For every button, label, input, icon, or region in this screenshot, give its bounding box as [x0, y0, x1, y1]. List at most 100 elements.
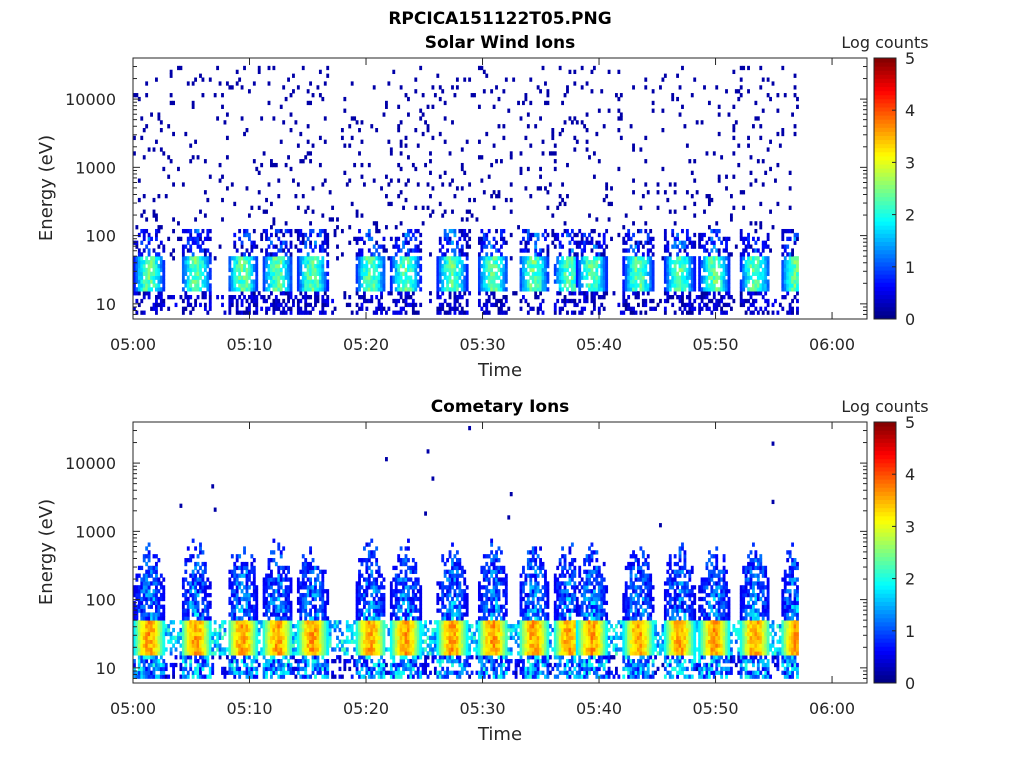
heatmap-cell [233, 581, 237, 586]
heatmap-cell [203, 561, 207, 567]
heatmap-cell [196, 263, 200, 269]
heatmap-cell [301, 310, 305, 315]
heatmap-cell [296, 232, 300, 238]
heatmap-cell [235, 651, 239, 656]
heatmap-cell [703, 260, 706, 265]
heatmap-cell [409, 248, 413, 253]
heatmap-cell [477, 291, 481, 296]
heatmap-cell [793, 295, 797, 300]
heatmap-cell [164, 647, 168, 652]
heatmap-cell [622, 260, 626, 265]
heatmap-cell [272, 65, 276, 71]
heatmap-cell [265, 209, 268, 214]
heatmap-cell [147, 624, 151, 629]
heatmap-cell [186, 287, 190, 292]
heatmap-cell [277, 275, 281, 280]
heatmap-cell [142, 647, 146, 652]
heatmap-cell [206, 236, 210, 242]
heatmap-cell [485, 260, 489, 265]
heatmap-cell [512, 291, 516, 296]
heatmap-cell [194, 287, 198, 292]
heatmap-cell [282, 592, 286, 598]
heatmap-cell [448, 182, 452, 187]
heatmap-cell [600, 275, 604, 280]
heatmap-cell [407, 112, 410, 117]
heatmap-cell [203, 608, 207, 613]
heatmap-cell [761, 287, 765, 292]
heatmap-cell [155, 217, 158, 222]
heatmap-cell [135, 573, 139, 578]
heatmap-cell [671, 295, 675, 300]
heatmap-cell [742, 236, 746, 242]
heatmap-cell [145, 627, 149, 633]
heatmap-cell [208, 639, 212, 644]
heatmap-cell [712, 228, 716, 234]
heatmap-cell [147, 616, 151, 621]
heatmap-cell [747, 267, 750, 273]
heatmap-cell [225, 81, 229, 86]
heatmap-cell [367, 162, 371, 168]
heatmap-cell [754, 271, 758, 276]
heatmap-cell [590, 240, 594, 245]
heatmap-cell [414, 287, 418, 292]
heatmap-cell [397, 162, 401, 168]
heatmap-cell [358, 236, 361, 242]
heatmap-cell [318, 275, 322, 280]
heatmap-cell [394, 244, 398, 249]
heatmap-cell [700, 275, 704, 280]
heatmap-cell [362, 298, 366, 304]
heatmap-cell [157, 302, 161, 308]
heatmap-cell [544, 287, 547, 292]
heatmap-cell [201, 279, 205, 284]
heatmap-cell [358, 252, 361, 257]
heatmap-cell [191, 600, 195, 606]
heatmap-cell [639, 279, 643, 284]
heatmap-cell [747, 65, 750, 71]
heatmap-cell [142, 608, 146, 613]
heatmap-cell [274, 670, 278, 675]
heatmap-cell [441, 213, 445, 218]
heatmap-cell [742, 302, 746, 308]
heatmap-cell [362, 271, 366, 276]
heatmap-cell [382, 275, 386, 280]
heatmap-cell [284, 639, 288, 644]
heatmap-cell [639, 147, 643, 152]
heatmap-cell [558, 267, 562, 273]
heatmap-cell [233, 256, 237, 261]
heatmap-cell [517, 225, 520, 230]
heatmap-cell [460, 147, 464, 152]
heatmap-cell [544, 186, 547, 191]
heatmap-cell [194, 279, 198, 284]
heatmap-cell [541, 139, 545, 144]
heatmap-cell [147, 248, 151, 253]
heatmap-cell [761, 295, 765, 300]
heatmap-cell [240, 302, 244, 308]
heatmap-cell [196, 155, 200, 160]
heatmap-cell [287, 592, 290, 598]
heatmap-cell [177, 166, 180, 172]
heatmap-cell [238, 631, 242, 637]
heatmap-cell [267, 604, 271, 609]
heatmap-cell [458, 291, 462, 296]
x-tick-label: 05:10 [226, 335, 272, 354]
heatmap-cell [157, 662, 161, 668]
heatmap-cell [191, 267, 195, 273]
heatmap-cell [666, 298, 670, 304]
heatmap-cell [788, 186, 792, 191]
heatmap-cell [394, 310, 398, 315]
heatmap-cell [644, 310, 648, 315]
heatmap-cell [137, 260, 141, 265]
heatmap-cell [181, 612, 185, 617]
heatmap-cell [289, 589, 293, 594]
heatmap-cell [764, 287, 768, 292]
heatmap-cell [294, 244, 298, 249]
heatmap-cell [490, 162, 494, 168]
heatmap-cell [252, 639, 256, 644]
heatmap-cell [752, 302, 755, 308]
heatmap-cell [416, 244, 420, 249]
heatmap-cell [150, 651, 153, 656]
heatmap-cell [211, 655, 215, 660]
heatmap-cell [252, 310, 256, 315]
heatmap-cell [771, 310, 775, 315]
heatmap-cell [382, 287, 386, 292]
